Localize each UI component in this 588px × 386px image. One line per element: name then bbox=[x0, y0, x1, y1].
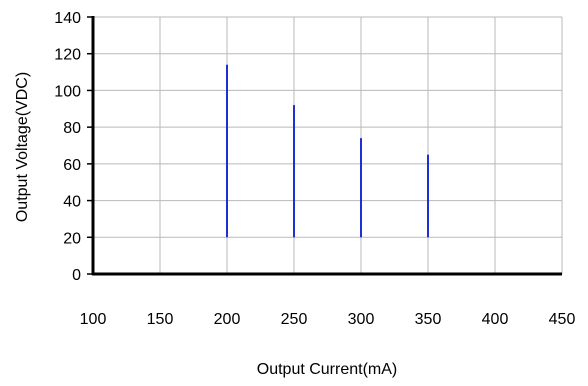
axes bbox=[87, 16, 562, 276]
y-tick-label: 120 bbox=[54, 47, 81, 64]
y-tick-label: 80 bbox=[63, 120, 81, 137]
x-tick-label: 150 bbox=[147, 311, 174, 328]
tick-labels: 0 20 40 60 80 100 120 140 100 150 200 250 300 350 400 4… bbox=[54, 10, 575, 328]
x-tick-label: 250 bbox=[281, 311, 308, 328]
y-tick-label: 140 bbox=[54, 10, 81, 27]
x-tick-label: 100 bbox=[80, 311, 107, 328]
y-tick-label: 100 bbox=[54, 83, 81, 100]
y-axis-label: Output Voltage(VDC) bbox=[14, 72, 31, 222]
y-tick-label: 20 bbox=[63, 230, 81, 247]
y-tick-label: 60 bbox=[63, 157, 81, 174]
x-axis-label: Output Current(mA) bbox=[257, 361, 397, 378]
y-tick-label: 0 bbox=[72, 267, 81, 284]
x-tick-label: 350 bbox=[415, 311, 442, 328]
x-tick-label: 450 bbox=[549, 311, 576, 328]
y-tick-label: 40 bbox=[63, 194, 81, 211]
x-tick-label: 300 bbox=[348, 311, 375, 328]
x-tick-label: 200 bbox=[214, 311, 241, 328]
data-series bbox=[226, 64, 429, 238]
x-tick-label: 400 bbox=[482, 311, 509, 328]
grid bbox=[93, 16, 563, 274]
